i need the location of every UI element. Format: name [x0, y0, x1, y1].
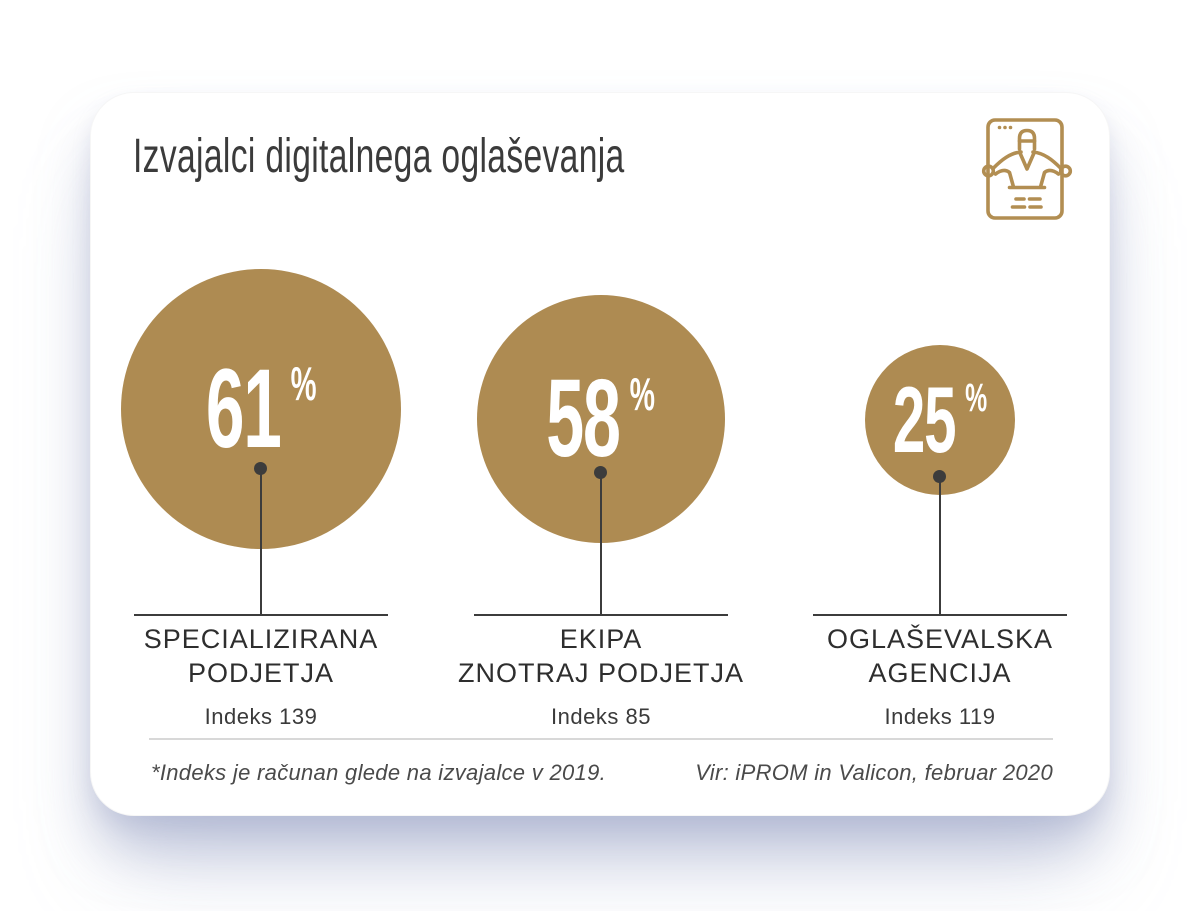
- connector-line: [600, 473, 602, 614]
- index-value: Indeks 85: [551, 704, 651, 729]
- bubble-ekipa-znotraj-podjetja: 58 %: [477, 295, 725, 543]
- connector-dot: [594, 466, 607, 479]
- bubble-oglasevalska-agencija: 25 %: [865, 345, 1015, 495]
- connector-line: [260, 469, 262, 614]
- category-label-line2: ZNOTRAJ PODJETJA: [457, 658, 744, 688]
- percent-sign: %: [629, 368, 656, 420]
- percent-sign: %: [290, 357, 317, 410]
- window-dots-icon: [997, 125, 1013, 130]
- category-label-line2: PODJETJA: [187, 658, 335, 688]
- footer-divider: [149, 738, 1053, 740]
- connector-dot: [933, 470, 946, 483]
- category-label-line1: OGLAŠEVALSKA: [826, 624, 1054, 654]
- percent-number: 58: [546, 357, 622, 480]
- footnote-text: *Indeks je računan glede na izvajalce v …: [151, 760, 607, 785]
- label-underline: [134, 614, 388, 616]
- text-lines-icon: [1010, 197, 1043, 209]
- connector-line: [939, 477, 941, 614]
- category-label: SPECIALIZIRANA PODJETJA: [101, 622, 421, 690]
- category-label: OGLAŠEVALSKA AGENCIJA: [780, 622, 1100, 690]
- category-label: EKIPA ZNOTRAJ PODJETJA: [441, 622, 761, 690]
- index-value: Indeks 139: [204, 704, 318, 729]
- label-underline: [474, 614, 728, 616]
- connector-dot: [254, 462, 267, 475]
- percent-sign: %: [965, 376, 988, 420]
- category-label-line2: AGENCIJA: [868, 658, 1012, 688]
- percent-number: 25: [892, 367, 957, 472]
- index-value: Indeks 119: [884, 704, 996, 729]
- percent-value: 61 %: [206, 353, 317, 465]
- person-in-browser-icon: [981, 118, 1073, 220]
- percent-number: 61: [205, 346, 282, 471]
- percent-value: 25 %: [893, 373, 987, 467]
- category-label-line1: EKIPA: [559, 624, 643, 654]
- label-underline: [813, 614, 1067, 616]
- infographic-card: Izvajalci digitalnega oglaševanja: [90, 92, 1110, 816]
- source-text: Vir: iPROM in Valicon, februar 2020: [695, 760, 1053, 785]
- category-label-line1: SPECIALIZIRANA: [143, 624, 379, 654]
- page-title: Izvajalci digitalnega oglaševanja: [133, 130, 625, 183]
- percent-value: 58 %: [547, 364, 656, 474]
